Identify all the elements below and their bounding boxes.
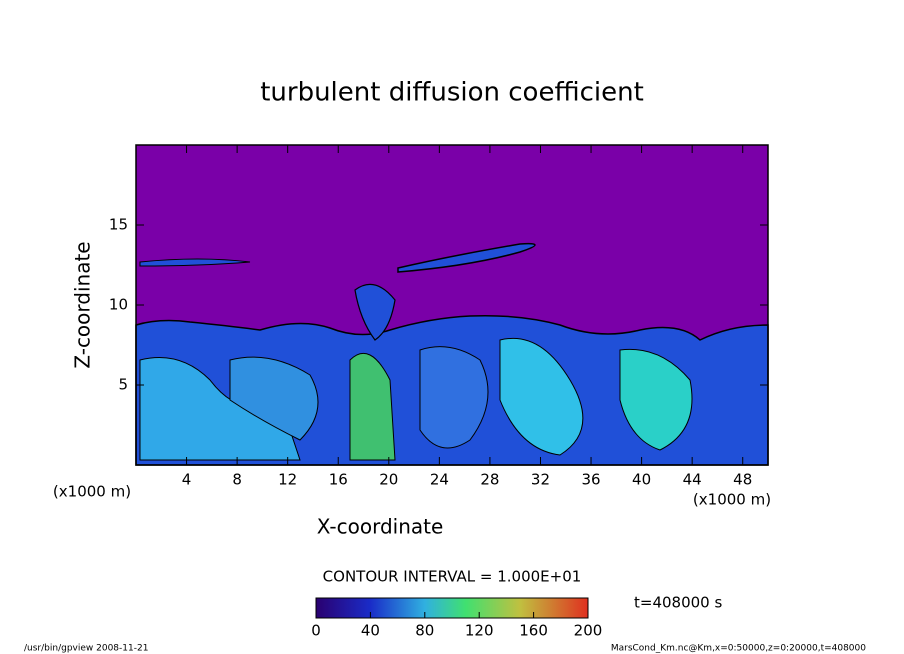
y-unit: (x1000 m)	[53, 483, 131, 501]
y-tick-label: 10	[109, 296, 128, 314]
x-unit: (x1000 m)	[693, 491, 771, 509]
x-tick-label: 48	[733, 471, 752, 489]
x-tick-label: 16	[329, 471, 348, 489]
colorbar-tick-label: 120	[465, 622, 494, 640]
contour-interval: CONTOUR INTERVAL = 1.000E+01	[323, 568, 582, 586]
colorbar-tick-label: 40	[361, 622, 380, 640]
y-tick-label: 5	[118, 376, 128, 394]
x-tick-label: 24	[430, 471, 449, 489]
x-tick-label: 12	[278, 471, 297, 489]
x-tick-label: 32	[531, 471, 550, 489]
y-axis-label: Z-coordinate	[71, 241, 95, 368]
x-tick-label: 44	[683, 471, 702, 489]
colorbar-tick-label: 80	[415, 622, 434, 640]
colorbar	[315, 597, 589, 619]
y-tick-label: 15	[109, 216, 128, 234]
colorbar-tick-label: 200	[574, 622, 603, 640]
x-tick-label: 28	[480, 471, 499, 489]
x-tick-label: 4	[182, 471, 192, 489]
x-tick-label: 36	[581, 471, 600, 489]
field	[135, 145, 769, 466]
footer-left: /usr/bin/gpview 2008-11-21	[24, 644, 148, 654]
colorbar-tick-label: 0	[311, 622, 321, 640]
x-tick-label: 8	[232, 471, 242, 489]
footer-right: MarsCond_Km.nc@Km,x=0:50000,z=0:20000,t=…	[611, 644, 866, 654]
time-label: t=408000 s	[634, 594, 722, 612]
chart-title: turbulent diffusion coefficient	[260, 78, 644, 108]
x-tick-label: 20	[379, 471, 398, 489]
x-axis-label: X-coordinate	[317, 515, 444, 539]
x-tick-label: 40	[632, 471, 651, 489]
colorbar-tick-label: 160	[519, 622, 548, 640]
